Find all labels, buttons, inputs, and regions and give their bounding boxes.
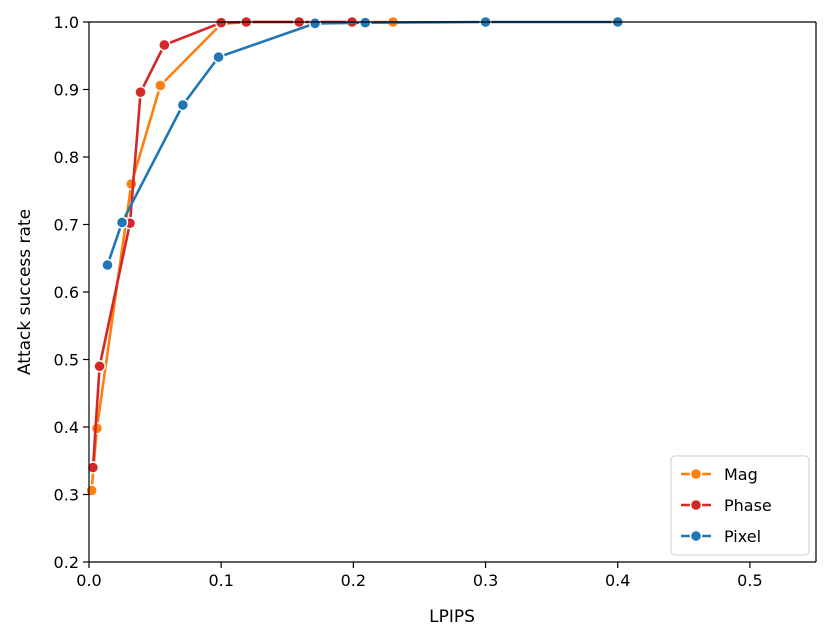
data-point-phase [93, 360, 106, 373]
data-point-phase [214, 16, 228, 29]
y-tick-label: 0.4 [54, 418, 79, 437]
axes-frame [88, 21, 817, 563]
data-point-phase [134, 85, 147, 99]
data-point-phase [86, 461, 100, 474]
data-point-phase [158, 38, 171, 52]
legend-marker-phase [689, 498, 703, 512]
y-tick-label: 0.7 [54, 216, 79, 235]
data-point-mag [154, 79, 167, 92]
legend-items: Mag Phase Pixel [681, 465, 772, 546]
data-point-pixel [176, 98, 190, 112]
y-tick-label: 0.5 [54, 351, 79, 370]
data-point-pixel [359, 16, 372, 29]
x-tick-label: 0.0 [76, 571, 101, 590]
data-point-pixel [308, 17, 322, 30]
legend-marker-pixel [689, 529, 703, 543]
x-tick-label: 0.1 [208, 571, 233, 590]
y-tick-label: 0.6 [54, 283, 79, 302]
legend-marker-mag [689, 467, 703, 481]
y-tick-label: 0.2 [54, 553, 79, 572]
data-point-pixel [115, 216, 129, 229]
legend-item-pixel: Pixel [681, 527, 761, 546]
y-tick-label: 0.9 [54, 81, 79, 100]
y-tick-label: 1.0 [54, 13, 79, 32]
data-point-mag [125, 177, 138, 191]
legend-item-phase: Phase [681, 496, 772, 515]
y-tick-label: 0.3 [54, 486, 79, 505]
legend-label-phase: Phase [724, 496, 772, 515]
y-ticks: 0.2 0.3 0.4 0.5 0.6 0.7 0.8 0.9 1.0 [54, 13, 89, 572]
x-tick-label: 0.4 [605, 571, 630, 590]
legend-label-mag: Mag [724, 465, 758, 484]
legend-item-mag: Mag [681, 465, 758, 484]
x-ticks: 0.0 0.1 0.2 0.3 0.4 0.5 [76, 562, 763, 590]
data-point-pixel [212, 50, 225, 64]
data-point-pixel [101, 258, 114, 272]
legend-box [670, 455, 810, 556]
y-tick-label: 0.8 [54, 148, 79, 167]
x-tick-label: 0.5 [737, 571, 762, 590]
legend-label-pixel: Pixel [724, 527, 761, 546]
legend: Mag Phase Pixel [670, 455, 810, 556]
y-axis-label: Attack success rate [15, 209, 35, 375]
x-tick-label: 0.3 [473, 571, 498, 590]
x-tick-label: 0.2 [341, 571, 366, 590]
x-axis-label: LPIPS [429, 607, 475, 627]
